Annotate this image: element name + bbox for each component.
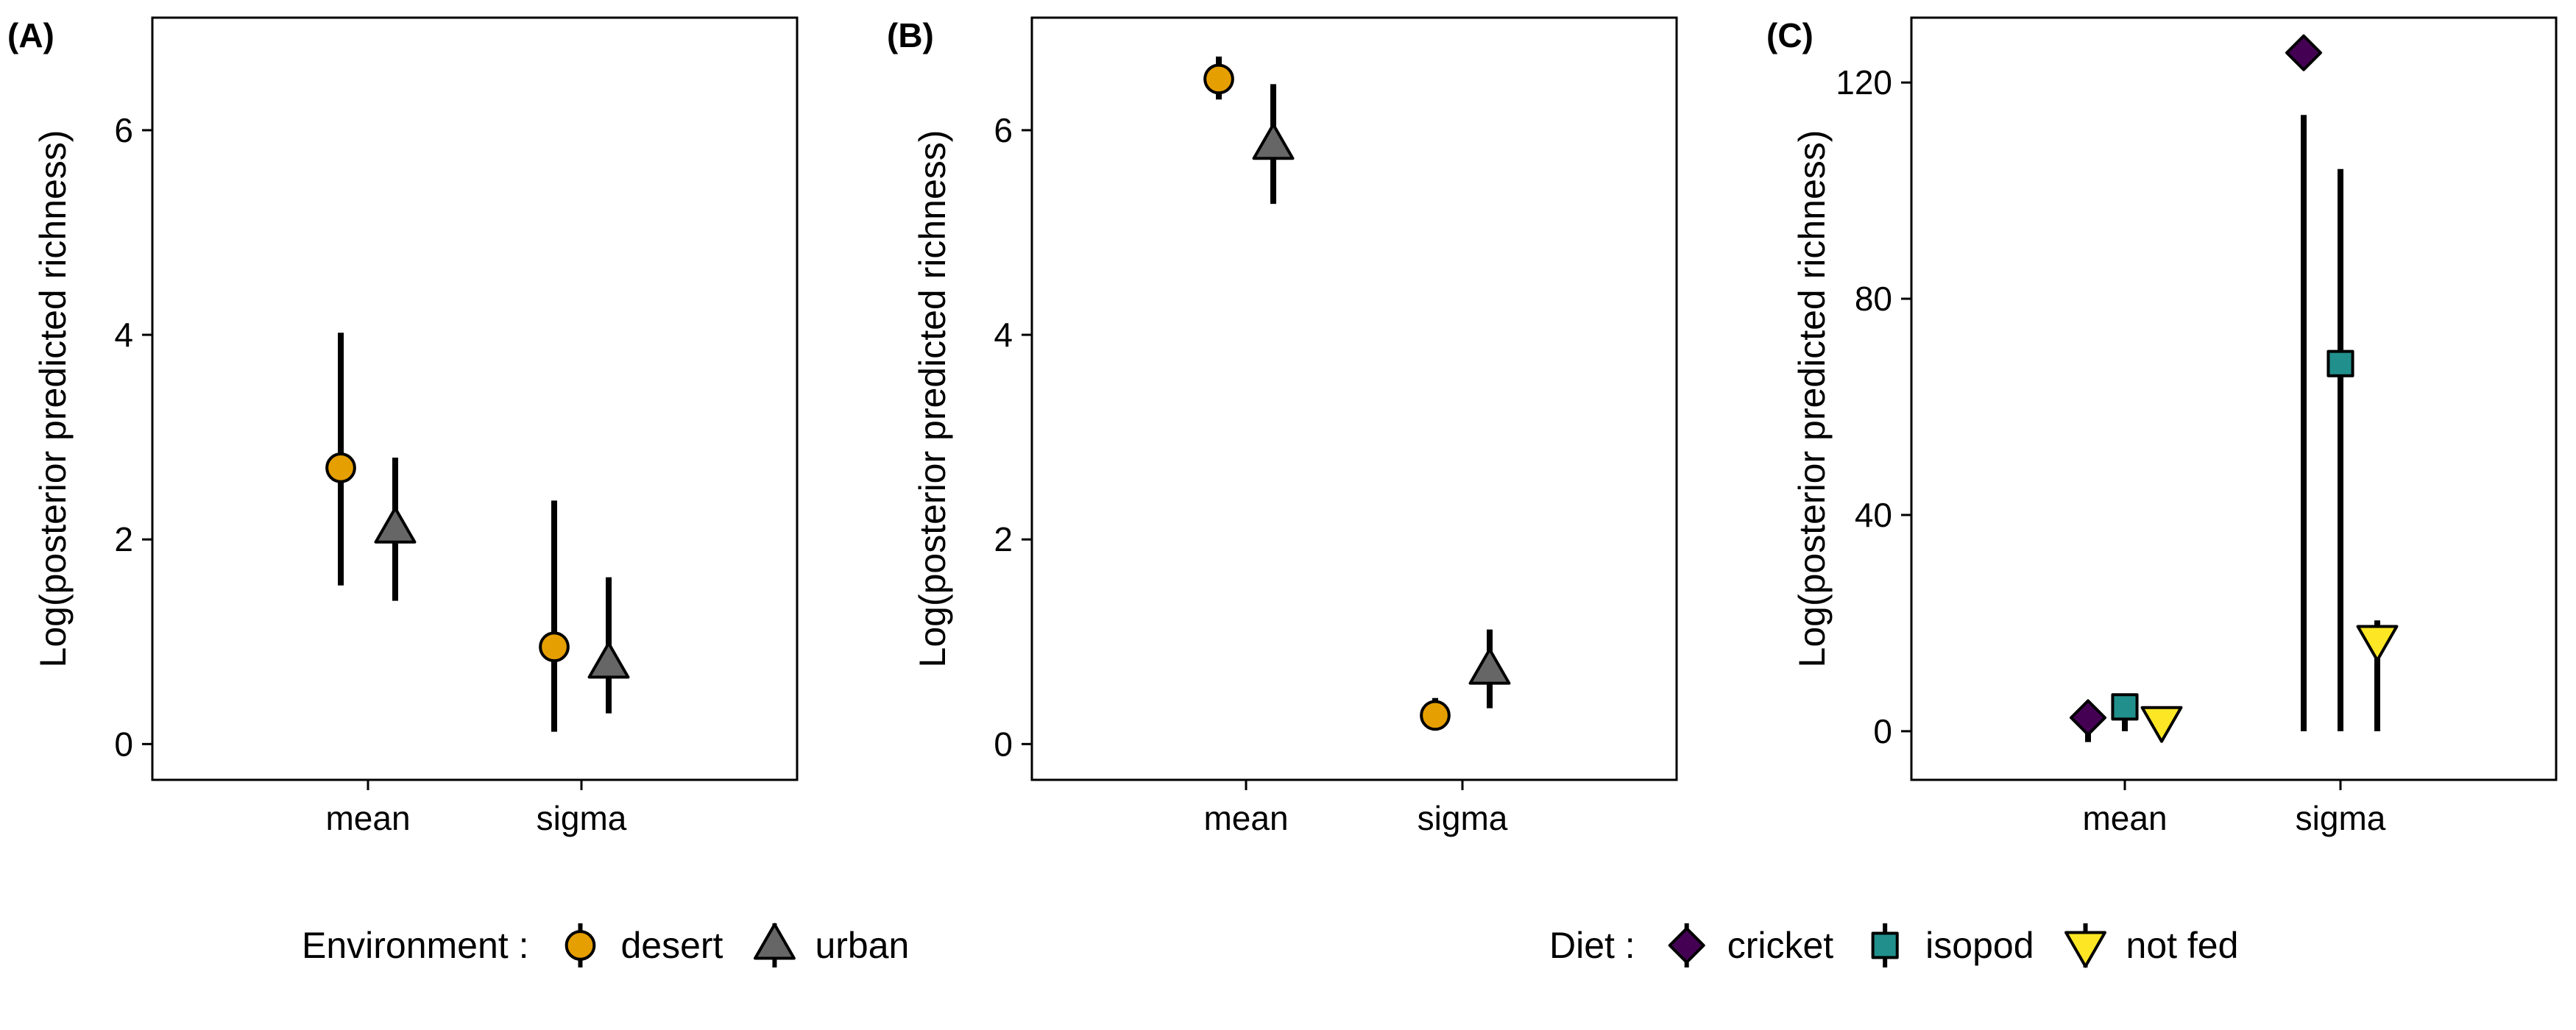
y-tick-label: 120	[1836, 63, 1892, 102]
series-isopod	[2111, 168, 2354, 731]
panel-c: (C) Log(posterior predicted richness) 0 40 8…	[1766, 16, 2558, 837]
x-tick-label: mean	[1203, 799, 1288, 837]
y-tick-label: 6	[114, 111, 133, 149]
y-tick-label: 4	[114, 316, 133, 354]
x-tick-label: mean	[325, 799, 410, 837]
legend-label: cricket	[1727, 925, 1834, 966]
x-tick-label: sigma	[537, 799, 627, 837]
series-cricket	[2070, 34, 2322, 742]
data-point	[2140, 706, 2183, 743]
legend-label: isopod	[1925, 925, 2034, 966]
legend-title: Environment :	[302, 925, 528, 966]
y-tick-label: 0	[994, 725, 1013, 763]
legend-title: Diet :	[1549, 925, 1635, 966]
legend-key	[565, 930, 596, 961]
series-not-fed	[2140, 620, 2399, 743]
panel-a: (A) Log(posterior predicted richness) 0 2 4 6…	[7, 16, 799, 837]
legend-diet: Diet : cricket isopod not fed	[1549, 923, 2239, 968]
legend-item-isopod: isopod	[1871, 923, 2034, 967]
y-tick-label: 0	[1873, 712, 1892, 750]
legend-item-urban: urban	[754, 923, 909, 967]
data-point	[1420, 700, 1451, 731]
data-point	[325, 452, 356, 483]
legend-key	[2064, 931, 2106, 968]
panel-label: (A)	[7, 16, 54, 54]
data-point	[2326, 349, 2354, 377]
y-tick-label: 2	[994, 520, 1013, 558]
series-desert	[325, 333, 570, 732]
y-tick-label: 40	[1855, 496, 1892, 534]
data-point	[587, 642, 630, 679]
x-tick-label: mean	[2082, 799, 2167, 837]
data-point	[1203, 63, 1234, 95]
legend-key	[1871, 931, 1899, 959]
data-point	[539, 631, 570, 663]
data-point	[2356, 625, 2399, 662]
plot-frame	[1030, 16, 1678, 781]
plot-frame	[1910, 16, 2558, 781]
legend-item-desert: desert	[565, 923, 723, 967]
series-urban	[1252, 84, 1511, 708]
legend-label: urban	[815, 925, 909, 966]
legend-key	[1668, 927, 1705, 964]
y-tick-label: 2	[114, 520, 133, 558]
y-axis-title: Log(posterior predicted richness)	[1791, 130, 1833, 668]
data-point	[374, 506, 417, 544]
y-axis-title: Log(posterior predicted richness)	[32, 130, 74, 668]
legend-item-cricket: cricket	[1668, 923, 1834, 967]
series-desert	[1203, 56, 1451, 731]
panel-label: (C)	[1766, 16, 1814, 54]
data-point	[1252, 123, 1295, 160]
x-tick-label: sigma	[1418, 799, 1508, 837]
data-point	[2285, 34, 2322, 71]
legend-label: not fed	[2126, 925, 2239, 966]
x-tick-label: sigma	[2296, 799, 2386, 837]
data-point	[2111, 693, 2139, 721]
legend-key	[754, 923, 796, 960]
series-urban	[374, 457, 630, 714]
y-axis-title: Log(posterior predicted richness)	[912, 130, 953, 668]
y-tick-label: 4	[994, 316, 1013, 354]
legend-item-not-fed: not fed	[2064, 923, 2239, 968]
data-point	[2070, 699, 2106, 736]
data-point	[1468, 647, 1511, 685]
plot-frame	[151, 16, 799, 781]
panel-b: (B) Log(posterior predicted richness) 0 2 4 6…	[887, 16, 1678, 837]
y-tick-label: 0	[114, 725, 133, 763]
y-tick-label: 80	[1855, 280, 1892, 318]
panel-label: (B)	[887, 16, 934, 54]
legend-label: desert	[620, 925, 723, 966]
y-tick-label: 6	[994, 111, 1013, 149]
legend-environment: Environment : desert urban	[302, 923, 909, 967]
